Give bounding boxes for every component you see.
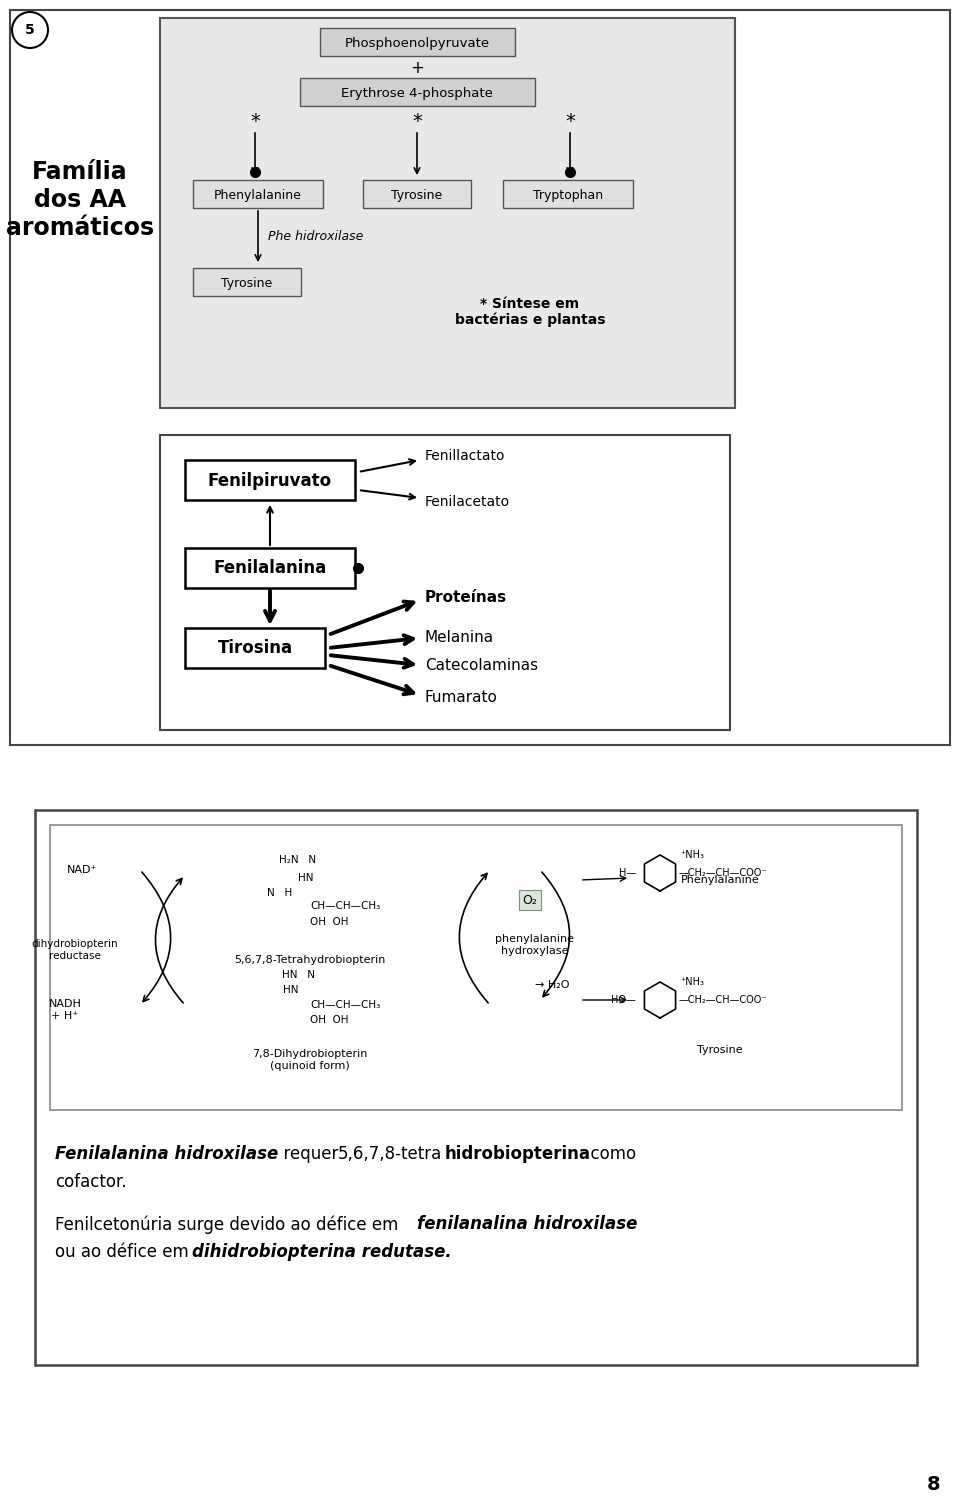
Text: 5,6,7,8-tetra: 5,6,7,8-tetra (338, 1145, 443, 1163)
Text: HN   N: HN N (281, 970, 315, 980)
Text: Catecolaminas: Catecolaminas (425, 659, 539, 674)
Text: Tryptophan: Tryptophan (533, 189, 603, 203)
Text: ⁺NH₃: ⁺NH₃ (680, 977, 704, 988)
Text: cofactor.: cofactor. (55, 1172, 127, 1190)
Bar (363, 180, 471, 209)
Text: ⁺NH₃: ⁺NH₃ (680, 850, 704, 860)
Bar (10, 11, 950, 744)
Bar (320, 29, 515, 56)
Bar (35, 811, 917, 1364)
Text: requer: requer (273, 1145, 348, 1163)
Text: Tirosina: Tirosina (217, 639, 293, 657)
Text: O₂: O₂ (522, 893, 538, 907)
Text: *: * (250, 113, 260, 132)
Bar (503, 180, 633, 209)
Text: 7,8-Dihydrobiopterin
(quinoid form): 7,8-Dihydrobiopterin (quinoid form) (252, 1049, 368, 1070)
Text: HN: HN (283, 985, 299, 995)
Text: hidrobiopterina: hidrobiopterina (445, 1145, 591, 1163)
Text: Phosphoenolpyruvate: Phosphoenolpyruvate (345, 38, 490, 51)
Text: como: como (580, 1145, 636, 1163)
Text: Fenilalanina hidroxilase: Fenilalanina hidroxilase (55, 1145, 278, 1163)
Text: * Síntese em
bactérias e plantas: * Síntese em bactérias e plantas (455, 297, 605, 327)
Text: Fenilalanina: Fenilalanina (213, 558, 326, 576)
Bar (193, 180, 323, 209)
Text: phenylalanine
hydroxylase: phenylalanine hydroxylase (495, 934, 574, 956)
Text: OH  OH: OH OH (310, 917, 348, 928)
Text: N   H: N H (268, 889, 293, 898)
Text: → H₂O: → H₂O (535, 980, 569, 991)
Text: 5: 5 (25, 23, 35, 38)
Text: H—: H— (619, 868, 636, 878)
Text: NADH
+ H⁺: NADH + H⁺ (49, 1000, 82, 1021)
Text: Phe hidroxilase: Phe hidroxilase (268, 231, 364, 243)
Text: CH—CH—CH₃: CH—CH—CH₃ (310, 1000, 380, 1010)
Text: Fenillactato: Fenillactato (425, 449, 506, 462)
Text: Phenylalanine: Phenylalanine (681, 875, 759, 886)
Text: +: + (410, 59, 424, 77)
Text: CH—CH—CH₃: CH—CH—CH₃ (310, 901, 380, 911)
Bar (160, 435, 730, 729)
Text: Tyrosine: Tyrosine (392, 189, 443, 203)
Text: NAD⁺: NAD⁺ (67, 865, 97, 875)
Bar (215, 838, 380, 938)
Text: Fumarato: Fumarato (425, 690, 498, 705)
Text: HN: HN (298, 874, 314, 883)
Text: H₂N   N: H₂N N (279, 856, 317, 865)
Text: *: * (565, 113, 575, 132)
Text: —CH₂—CH—COO⁻: —CH₂—CH—COO⁻ (679, 995, 767, 1006)
Text: dihydrobiopterin
reductase: dihydrobiopterin reductase (32, 940, 118, 961)
Text: 8: 8 (926, 1475, 940, 1495)
Text: Fenilcetonúria surge devido ao défice em: Fenilcetonúria surge devido ao défice em (55, 1214, 403, 1234)
Text: Fenilacetato: Fenilacetato (425, 495, 510, 509)
Text: Melanina: Melanina (425, 630, 494, 645)
Text: Tyrosine: Tyrosine (222, 278, 273, 291)
Text: Proteínas: Proteínas (425, 590, 507, 605)
Text: OH  OH: OH OH (310, 1015, 348, 1025)
Text: Erythrose 4-phosphate: Erythrose 4-phosphate (341, 87, 492, 101)
Text: 5,6,7,8-Tetrahydrobiopterin: 5,6,7,8-Tetrahydrobiopterin (234, 955, 386, 965)
Text: —CH₂—CH—COO⁻: —CH₂—CH—COO⁻ (679, 868, 767, 878)
Circle shape (12, 12, 48, 48)
Text: Família
dos AA
aromáticos: Família dos AA aromáticos (6, 161, 154, 240)
Bar (185, 627, 325, 668)
Bar (193, 269, 301, 296)
Text: HO—: HO— (612, 995, 636, 1006)
Text: Fenilpiruvato: Fenilpiruvato (208, 471, 332, 489)
Text: ou ao défice em: ou ao défice em (55, 1243, 194, 1261)
Bar (185, 459, 355, 500)
Bar (185, 548, 355, 588)
Text: Phenylalanine: Phenylalanine (214, 189, 302, 203)
Bar (215, 961, 380, 1045)
Bar (160, 18, 735, 408)
Text: dihidrobiopterina redutase.: dihidrobiopterina redutase. (192, 1243, 452, 1261)
Bar (300, 78, 535, 107)
Text: Tyrosine: Tyrosine (697, 1045, 743, 1055)
Text: fenilanalina hidroxilase: fenilanalina hidroxilase (417, 1214, 637, 1232)
Bar (50, 826, 902, 1111)
Text: *: * (412, 113, 422, 132)
